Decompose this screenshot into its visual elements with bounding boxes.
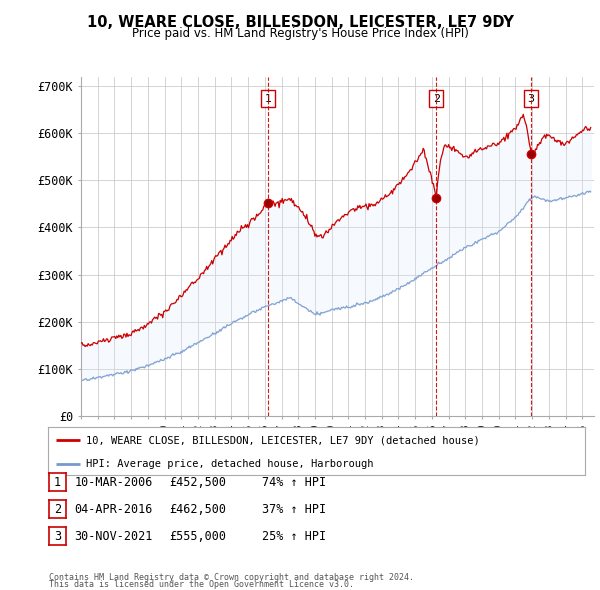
Text: 10, WEARE CLOSE, BILLESDON, LEICESTER, LE7 9DY: 10, WEARE CLOSE, BILLESDON, LEICESTER, L… [86,15,514,30]
Text: This data is licensed under the Open Government Licence v3.0.: This data is licensed under the Open Gov… [49,581,354,589]
Text: 37% ↑ HPI: 37% ↑ HPI [262,503,326,516]
Text: 3: 3 [54,530,61,543]
Text: Price paid vs. HM Land Registry's House Price Index (HPI): Price paid vs. HM Land Registry's House … [131,27,469,40]
Text: HPI: Average price, detached house, Harborough: HPI: Average price, detached house, Harb… [86,459,373,469]
Text: 10, WEARE CLOSE, BILLESDON, LEICESTER, LE7 9DY (detached house): 10, WEARE CLOSE, BILLESDON, LEICESTER, L… [86,435,479,445]
Text: £555,000: £555,000 [169,530,226,543]
Text: 74% ↑ HPI: 74% ↑ HPI [262,476,326,489]
Text: 2: 2 [54,503,61,516]
Text: Contains HM Land Registry data © Crown copyright and database right 2024.: Contains HM Land Registry data © Crown c… [49,573,414,582]
Text: 1: 1 [54,476,61,489]
Text: 1: 1 [265,94,271,104]
Text: 3: 3 [527,94,535,104]
Text: 04-APR-2016: 04-APR-2016 [74,503,153,516]
Text: £452,500: £452,500 [169,476,226,489]
Text: 2: 2 [433,94,440,104]
Text: £462,500: £462,500 [169,503,226,516]
Text: 25% ↑ HPI: 25% ↑ HPI [262,530,326,543]
Text: 10-MAR-2006: 10-MAR-2006 [74,476,153,489]
Text: 30-NOV-2021: 30-NOV-2021 [74,530,153,543]
